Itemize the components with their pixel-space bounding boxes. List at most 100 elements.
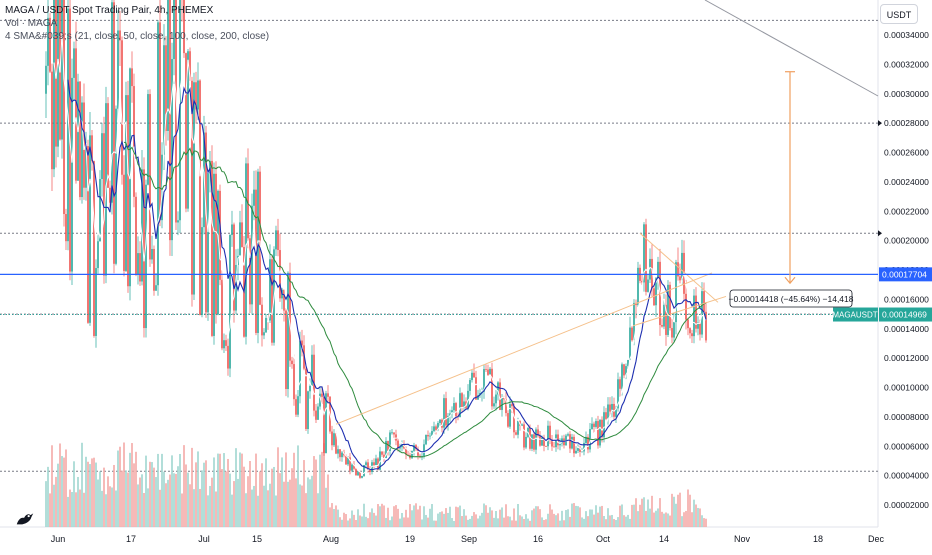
volume-bar <box>47 466 49 527</box>
price-axis-label: 0.00012000 <box>884 353 929 363</box>
candle-body <box>531 434 533 449</box>
candle-body <box>293 364 295 400</box>
candle-body <box>223 340 225 349</box>
volume-bar <box>631 504 633 527</box>
sma-legend[interactable]: 4 SMA&#039;s (21, close, 50, close, 100,… <box>5 31 270 42</box>
volume-bar <box>335 505 337 527</box>
candle-body <box>471 372 473 381</box>
candle-body <box>45 65 47 94</box>
candle-body <box>103 133 105 276</box>
candle-body <box>365 462 367 465</box>
volume-bar <box>577 506 579 527</box>
volume-bar <box>565 510 567 527</box>
price-axis-label: 0.00020000 <box>884 236 929 246</box>
volume-bar <box>579 507 581 527</box>
candle-body <box>361 476 363 478</box>
volume-bar <box>145 455 147 527</box>
candle-body <box>277 230 279 251</box>
candle-body <box>51 71 53 170</box>
volume-bar <box>49 493 51 527</box>
volume-bar <box>397 508 399 527</box>
candle-body <box>451 410 453 414</box>
candle-body <box>439 419 441 424</box>
candle-body <box>63 0 65 215</box>
volume-bar <box>695 504 697 527</box>
candle-body <box>497 382 499 395</box>
volume-bar <box>655 510 657 527</box>
volume-bar <box>77 476 79 527</box>
candle-body <box>367 462 369 470</box>
candle-body <box>275 230 277 250</box>
volume-bar <box>67 496 69 527</box>
price-axis-label: 0.00006000 <box>884 441 929 451</box>
candle-body <box>463 401 465 408</box>
candle-body <box>443 398 445 428</box>
volume-bar <box>91 458 93 527</box>
volume-bar <box>201 470 203 527</box>
symbol-title[interactable]: MAGA / USDT Spot Trading Pair, 4h, PHEME… <box>5 5 214 16</box>
volume-bar <box>329 507 331 527</box>
volume-bar <box>505 504 507 527</box>
volume-bar <box>355 520 357 527</box>
time-axis-label: Oct <box>596 534 611 544</box>
volume-bar <box>301 485 303 527</box>
volume-bar <box>653 512 655 527</box>
volume-bar <box>287 481 289 527</box>
candle-body <box>541 437 543 446</box>
price-axis-label: 0.00008000 <box>884 412 929 422</box>
candle-body <box>353 464 355 469</box>
volume-bar <box>191 447 193 527</box>
volume-bar <box>45 481 47 527</box>
candle-body <box>271 259 273 343</box>
volume-bar <box>207 495 209 527</box>
candle-body <box>153 248 155 291</box>
candle-body <box>355 468 357 476</box>
volume-bar <box>559 520 561 527</box>
volume-bar <box>239 452 241 527</box>
volume-bar <box>687 489 689 527</box>
candle-body <box>697 322 699 329</box>
currency-button[interactable]: USDT <box>880 4 918 24</box>
volume-bar <box>87 461 89 527</box>
volume-bar <box>529 520 531 527</box>
candle-body <box>205 132 207 313</box>
volume-legend[interactable]: Vol · MAGA <box>5 18 58 29</box>
volume-bar <box>325 487 327 527</box>
candle-body <box>623 364 625 376</box>
time-axis-label: Jun <box>51 534 66 544</box>
candle-body <box>579 447 581 452</box>
candle-body <box>61 0 63 140</box>
volume-bar <box>555 515 557 527</box>
candle-body <box>141 169 143 282</box>
volume-bar <box>443 513 445 527</box>
volume-bar <box>195 462 197 527</box>
candle-body <box>259 171 261 305</box>
candle-body <box>673 322 675 338</box>
candle-body <box>363 464 365 477</box>
volume-bar <box>545 519 547 527</box>
candle-body <box>195 82 197 110</box>
candle-body <box>405 448 407 455</box>
axis-level-marker <box>878 120 882 127</box>
candle-body <box>315 410 317 420</box>
volume-bar <box>547 513 549 527</box>
candle-body <box>345 455 347 465</box>
volume-bar <box>387 507 389 527</box>
volume-bar <box>219 453 221 527</box>
candle-body <box>383 454 385 458</box>
volume-bar <box>343 512 345 527</box>
candle-body <box>227 345 229 369</box>
volume-bar <box>155 477 157 527</box>
volume-bar <box>511 520 513 527</box>
volume-bar <box>179 453 181 527</box>
candle-body <box>119 30 121 41</box>
candle-body <box>641 280 643 283</box>
candle-body <box>53 0 55 170</box>
candle-body <box>387 441 389 452</box>
volume-bar <box>129 452 131 527</box>
volume-bar <box>563 520 565 527</box>
candle-body <box>247 163 249 239</box>
volume-bar <box>627 514 629 527</box>
